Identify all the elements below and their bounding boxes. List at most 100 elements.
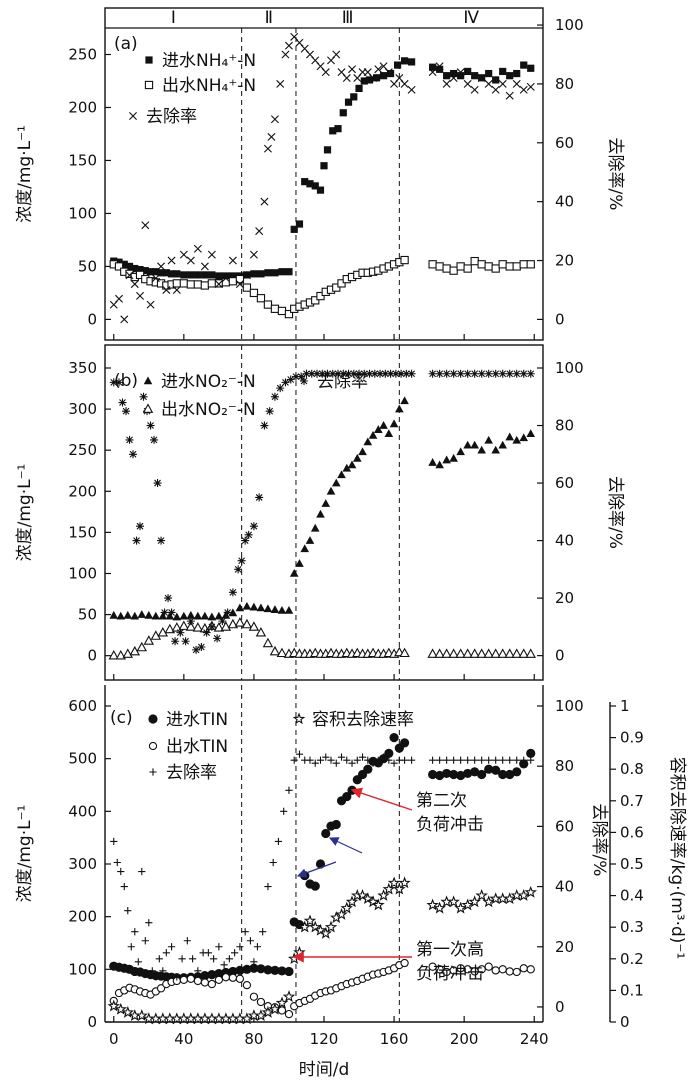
data-point bbox=[385, 756, 393, 764]
data-point bbox=[498, 965, 507, 974]
data-point bbox=[355, 84, 363, 92]
legend-removal-a-marker bbox=[129, 112, 137, 120]
data-point bbox=[519, 759, 529, 769]
data-point bbox=[344, 98, 353, 106]
legends: (a) 进水NH₄⁺-N 出水NH₄⁺-N 去除率 (b) 进水NO₂⁻-N 出水NO₂⁻-… bbox=[110, 34, 414, 783]
data-point bbox=[143, 635, 155, 645]
data-point bbox=[307, 369, 316, 378]
data-point bbox=[527, 756, 535, 764]
data-point bbox=[267, 132, 276, 141]
data-point bbox=[321, 828, 331, 839]
arrow-second-shock bbox=[350, 787, 413, 811]
data-point bbox=[179, 975, 188, 985]
panel-label-b: (b) bbox=[114, 371, 138, 391]
data-point bbox=[281, 50, 290, 59]
data-point bbox=[135, 270, 145, 280]
data-point bbox=[277, 966, 287, 976]
data-point bbox=[305, 536, 315, 544]
data-point bbox=[242, 964, 252, 974]
data-point bbox=[513, 756, 521, 764]
annotation-first-shock: 第一次高负荷冲击 bbox=[416, 940, 484, 984]
data-point bbox=[505, 967, 514, 976]
panel-label-a: (a) bbox=[114, 34, 138, 54]
data-point bbox=[214, 280, 223, 289]
data-point bbox=[306, 180, 314, 188]
y2-tick-label: 40 bbox=[555, 193, 574, 211]
data-point bbox=[214, 611, 224, 620]
data-point bbox=[125, 271, 134, 280]
phase-label: Ⅲ bbox=[342, 8, 354, 28]
data-point bbox=[400, 756, 409, 764]
data-point bbox=[347, 460, 357, 469]
data-point bbox=[202, 628, 211, 637]
data-point bbox=[519, 369, 528, 378]
y3-tick-label: 0 bbox=[620, 1013, 630, 1031]
y2-tick-label: 20 bbox=[555, 252, 574, 270]
data-point bbox=[136, 266, 144, 274]
y-tick-label: 600 bbox=[68, 697, 97, 715]
data-point bbox=[137, 610, 147, 618]
data-point bbox=[512, 262, 521, 271]
data-point bbox=[141, 937, 149, 945]
data-point bbox=[114, 1002, 127, 1015]
legend-effluent-nh4-marker bbox=[144, 80, 154, 90]
data-point bbox=[477, 74, 486, 83]
data-point bbox=[316, 756, 325, 764]
legend-influent-no2: 进水NO₂⁻-N bbox=[161, 372, 256, 392]
data-point bbox=[382, 882, 396, 895]
panel-b: 0 50 100 150 200 250 300 350 0 20 40 60 80 100 浓度/mg·L… bbox=[15, 344, 625, 681]
data-point bbox=[235, 965, 245, 975]
data-point bbox=[254, 1009, 268, 1021]
data-point bbox=[150, 435, 159, 444]
data-point bbox=[207, 612, 217, 621]
data-point bbox=[141, 267, 149, 275]
data-point bbox=[323, 146, 332, 154]
data-point bbox=[505, 369, 514, 378]
data-point bbox=[498, 260, 507, 269]
data-point bbox=[447, 895, 460, 908]
data-point bbox=[240, 1012, 254, 1025]
data-point bbox=[484, 262, 493, 271]
phase-label: Ⅳ bbox=[463, 8, 479, 28]
data-point bbox=[186, 256, 195, 265]
data-point bbox=[485, 69, 493, 78]
data-point bbox=[208, 271, 216, 279]
data-point bbox=[276, 384, 285, 393]
y-tick-label: 250 bbox=[68, 441, 97, 459]
data-point bbox=[442, 264, 451, 273]
data-point bbox=[130, 280, 139, 289]
y2-tick-label: 60 bbox=[555, 134, 574, 152]
data-point bbox=[442, 369, 451, 378]
data-point bbox=[222, 272, 230, 280]
data-point bbox=[484, 79, 493, 88]
data-point bbox=[139, 392, 148, 401]
data-point bbox=[469, 648, 480, 658]
data-point bbox=[499, 756, 507, 764]
data-point bbox=[441, 648, 452, 658]
data-point bbox=[491, 445, 500, 454]
data-point bbox=[462, 648, 473, 658]
data-point bbox=[397, 369, 406, 378]
data-point bbox=[225, 955, 233, 963]
data-point bbox=[463, 369, 472, 378]
data-point bbox=[171, 622, 183, 632]
series-star bbox=[107, 876, 537, 1025]
y2-axis-title: 去除率/% bbox=[605, 138, 625, 211]
data-point bbox=[368, 430, 378, 439]
data-point bbox=[319, 926, 332, 939]
data-point bbox=[310, 881, 320, 891]
data-point bbox=[386, 369, 395, 378]
data-point bbox=[321, 499, 331, 507]
data-point bbox=[526, 82, 535, 91]
data-point bbox=[322, 753, 330, 761]
data-point bbox=[117, 867, 125, 876]
y3-tick-label: 0.4 bbox=[620, 887, 644, 905]
data-point bbox=[400, 396, 409, 405]
data-point bbox=[491, 264, 500, 273]
data-point bbox=[269, 858, 277, 867]
y-tick-label: 300 bbox=[68, 400, 97, 418]
legend-removal-a: 去除率 bbox=[146, 107, 197, 127]
series-plus bbox=[110, 750, 535, 981]
data-point bbox=[525, 648, 536, 658]
data-point bbox=[200, 971, 210, 981]
